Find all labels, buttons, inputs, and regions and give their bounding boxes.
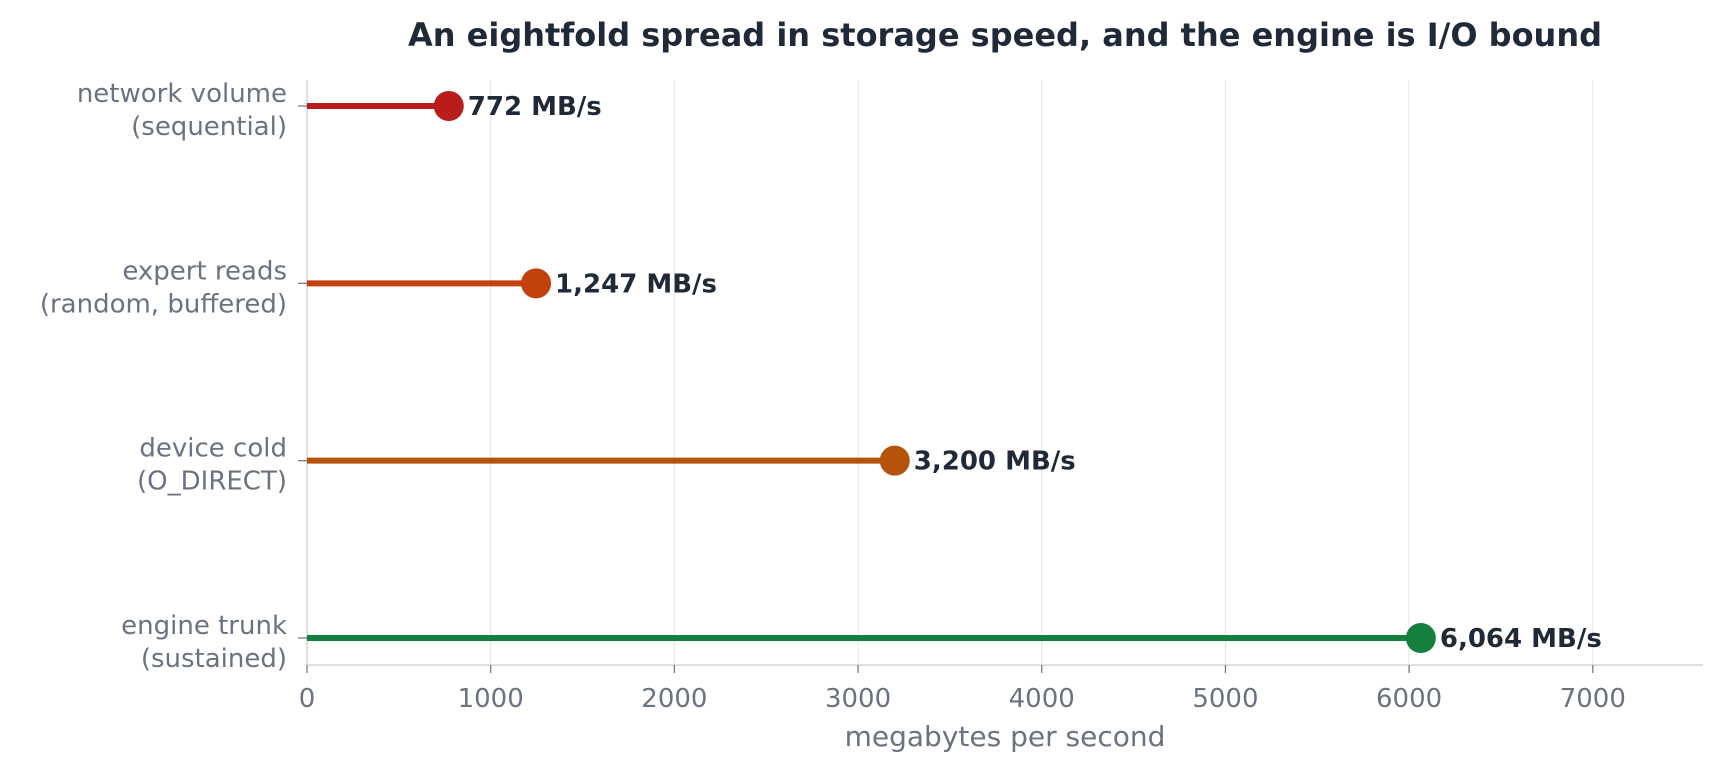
x-tick-label: 4000 <box>1009 684 1075 714</box>
chart-title: An eightfold spread in storage speed, an… <box>408 16 1602 54</box>
lollipop-dot <box>521 268 552 299</box>
category-label: network volume (sequential) <box>77 79 287 142</box>
x-tick-label: 1000 <box>458 684 524 714</box>
x-tick-label: 7000 <box>1560 684 1626 714</box>
lollipop-dot <box>433 91 464 121</box>
x-tick-label: 0 <box>299 684 316 714</box>
value-label: 772 MB/s <box>468 92 602 122</box>
category-label: engine trunk (sustained) <box>121 611 287 674</box>
x-tick-label: 6000 <box>1376 684 1442 714</box>
category-label-line: engine trunk <box>121 611 287 641</box>
category-label-line: (sequential) <box>131 112 287 142</box>
x-axis-title: megabytes per second <box>845 720 1166 753</box>
x-axis-ticks: 0 1000 2000 3000 4000 5000 6000 7000 <box>299 665 1626 714</box>
lollipop-marks: 772 MB/s 1,247 MB/s 3,200 MB/s 6,064 MB/s <box>307 91 1602 654</box>
category-label: expert reads (random, buffered) <box>40 256 287 319</box>
category-label-line: (sustained) <box>141 644 287 674</box>
gridlines <box>490 80 1594 665</box>
axes <box>306 80 1703 666</box>
value-label: 1,247 MB/s <box>555 269 717 299</box>
category-label-line: (random, buffered) <box>40 289 287 319</box>
x-tick-label: 5000 <box>1192 684 1258 714</box>
category-label-line: (O_DIRECT) <box>137 467 287 497</box>
lollipop-dot <box>879 445 910 476</box>
x-tick-label: 3000 <box>825 684 891 714</box>
category-label-line: device cold <box>139 434 287 464</box>
x-tick-label: 2000 <box>641 684 707 714</box>
value-label: 6,064 MB/s <box>1440 624 1602 654</box>
value-label: 3,200 MB/s <box>914 447 1076 477</box>
category-labels: network volume (sequential) expert reads (r… <box>40 79 307 674</box>
lollipop-dot <box>1405 623 1436 653</box>
category-label-line: network volume <box>77 79 287 109</box>
category-label: device cold (O_DIRECT) <box>137 434 287 497</box>
category-label-line: expert reads <box>122 256 287 286</box>
